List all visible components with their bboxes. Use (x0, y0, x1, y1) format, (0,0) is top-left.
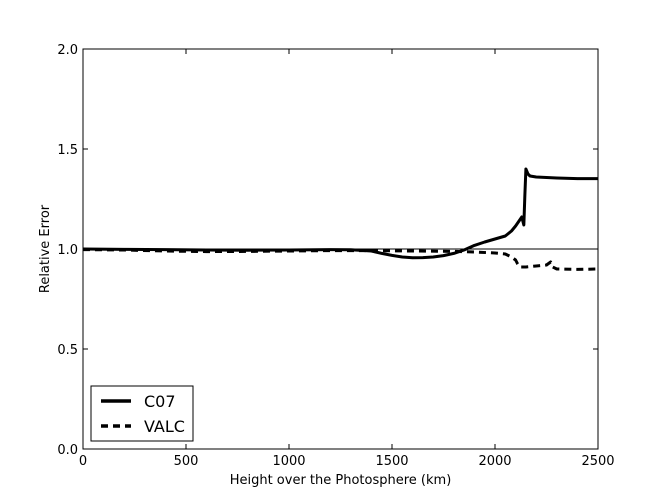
plot-area: 0 500 1000 1500 2000 2500 0.0 0.5 1.0 1.5 2.0 (57, 43, 614, 469)
x-tick-label: 2000 (478, 454, 511, 469)
y-tick-label: 1.0 (57, 243, 78, 258)
x-tick-label: 2500 (581, 454, 614, 469)
series-line-valc (82, 248, 599, 271)
series-group (82, 167, 599, 271)
y-tick-label: 0.5 (57, 343, 78, 358)
y-axis-label: Relative Error (38, 204, 53, 293)
x-tick-label: 500 (174, 454, 199, 469)
legend-label-c07: C07 (144, 392, 176, 411)
y-axis-ticks: 0.0 0.5 1.0 1.5 2.0 (57, 43, 598, 458)
x-tick-label: 1500 (375, 454, 408, 469)
legend-label-valc: VALC (144, 417, 185, 436)
y-tick-label: 1.5 (57, 143, 78, 158)
series-line-c07 (82, 167, 598, 260)
legend-frame (90, 385, 194, 442)
y-tick-label: 0.0 (57, 443, 78, 458)
x-tick-label: 1000 (272, 454, 305, 469)
x-tick-label: 0 (79, 454, 87, 469)
x-axis-ticks: 0 500 1000 1500 2000 2500 (79, 49, 615, 469)
legend: C07 VALC (90, 385, 194, 442)
x-axis-label: Height over the Photosphere (km) (230, 473, 452, 488)
y-tick-label: 2.0 (57, 43, 78, 58)
